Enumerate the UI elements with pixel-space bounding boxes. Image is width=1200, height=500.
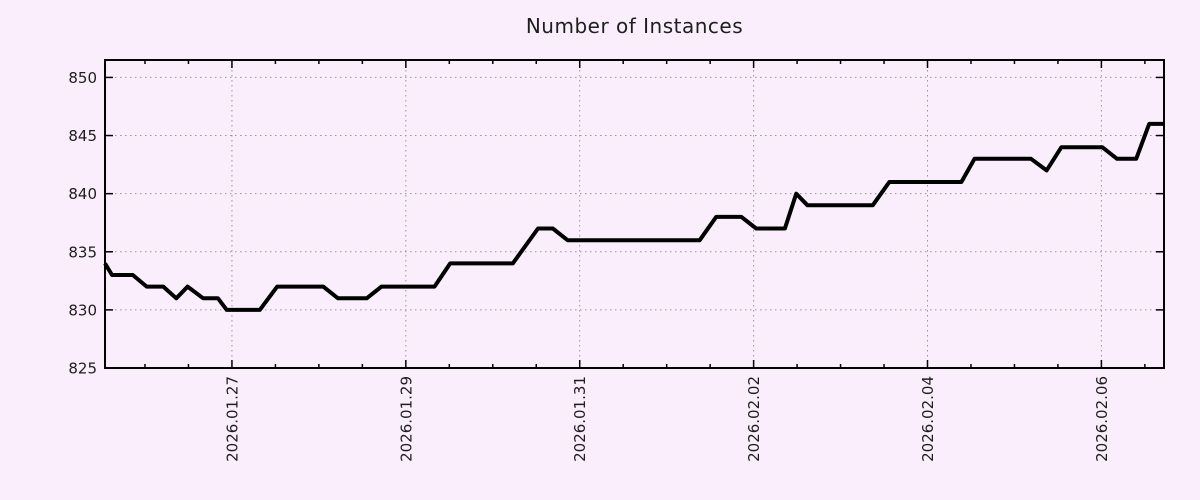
y-tick-label: 835 [68,243,97,261]
x-tick-label: 2026.01.27 [223,376,241,462]
y-tick-label: 830 [68,301,97,319]
y-tick-label: 845 [68,127,97,145]
x-tick-label: 2026.02.06 [1093,376,1111,462]
chart-title: Number of Instances [525,14,744,38]
y-tick-label: 840 [68,185,97,203]
data-line-instances [103,121,1164,312]
y-tick-label: 825 [68,360,97,378]
x-tick-label: 2026.02.04 [919,376,937,462]
plot-border [104,59,1165,369]
x-tick-label: 2026.01.29 [397,376,415,462]
x-tick-label: 2026.01.31 [571,376,589,462]
x-tick-label: 2026.02.02 [745,376,763,462]
y-tick-label: 850 [68,69,97,87]
